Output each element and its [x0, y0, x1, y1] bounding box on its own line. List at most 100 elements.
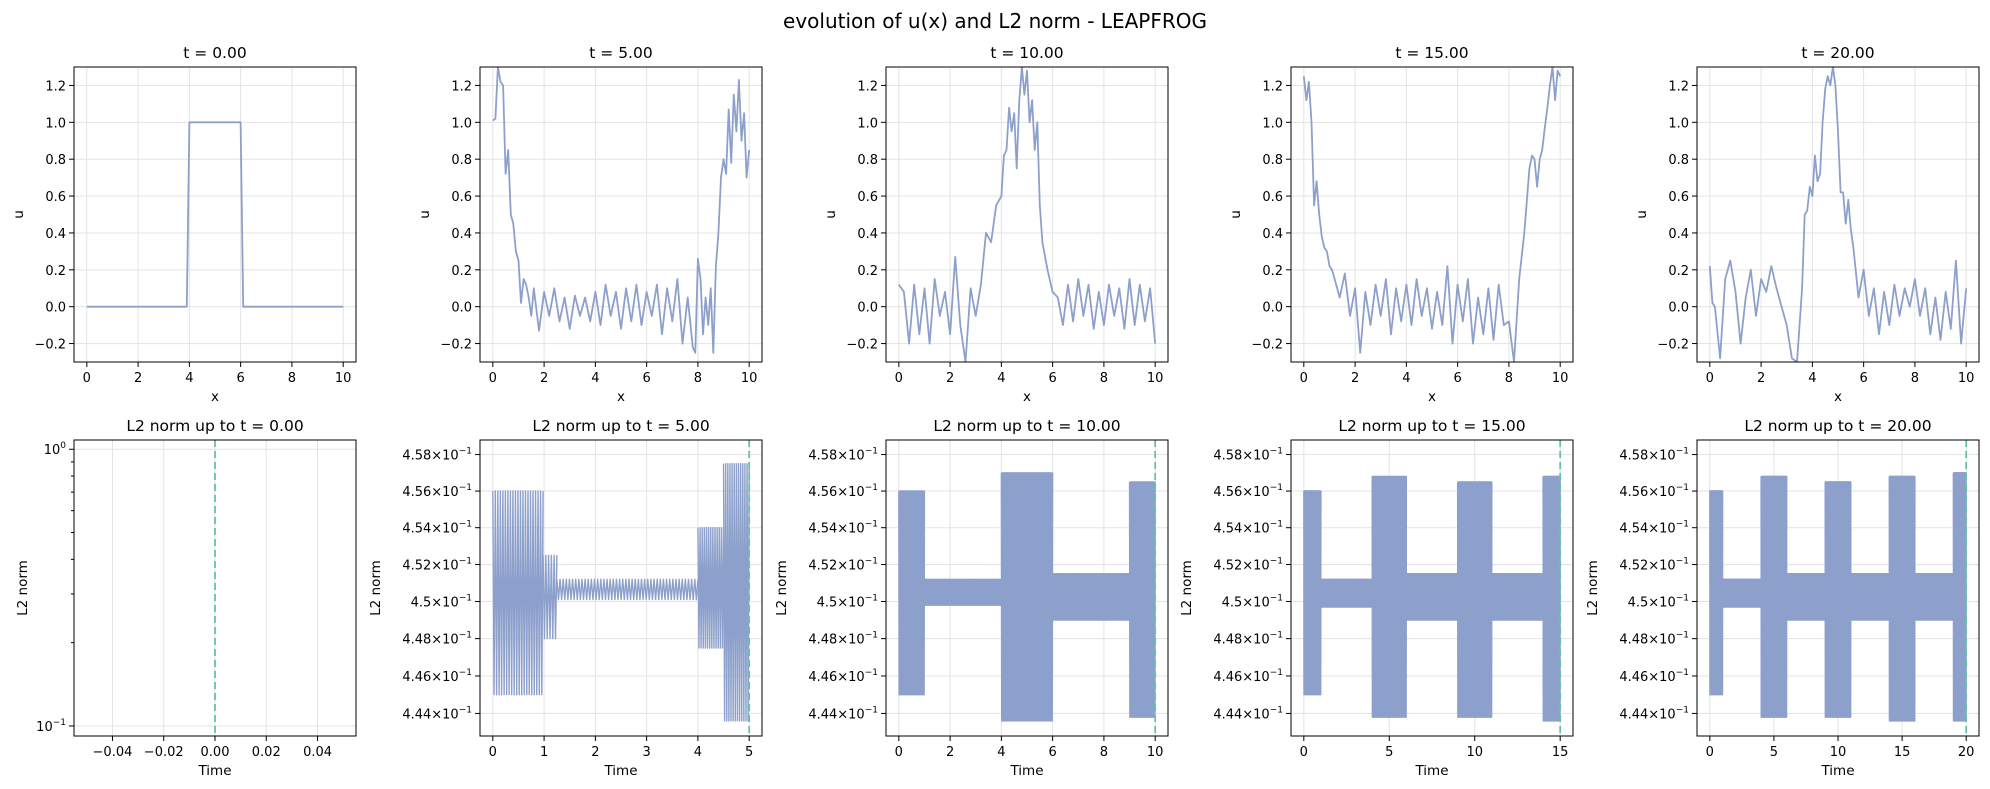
chart-1-ylabel: u — [11, 210, 27, 219]
chart-9-title: L2 norm up to t = 15.00 — [1338, 417, 1525, 435]
chart-5-frame — [1696, 66, 1980, 363]
chart-9-xlabel: Time — [1414, 763, 1448, 779]
chart-5-title: t = 20.00 — [1801, 44, 1874, 62]
chart-10-ytick-base-3: 4.5×10 — [1628, 595, 1676, 610]
chart-4-data — [1302, 67, 1562, 362]
chart-5-ytick-label-2: 0.2 — [1668, 264, 1689, 279]
chart-6-ylabel: L2 norm — [15, 560, 31, 616]
chart-10-l2-segment-3 — [1786, 573, 1826, 621]
chart-8-ytick-label-1: 4.46×10−1 — [808, 668, 878, 685]
chart-10-xtick-label-2: 10 — [1830, 745, 1847, 760]
chart-10-ytick-base-4: 4.52×10 — [1619, 559, 1675, 574]
chart-9-ytick-base-2: 4.48×10 — [1213, 633, 1269, 648]
chart-8-xtick-label-2: 4 — [997, 745, 1005, 760]
chart-3-data — [898, 67, 1157, 362]
chart-3-ytick-label-1: 0.0 — [857, 301, 878, 316]
chart-8-xtick-label-3: 6 — [1048, 745, 1056, 760]
chart-10-ytick-base-2: 4.48×10 — [1619, 633, 1675, 648]
chart-7-ytick-label-7: 4.58×10−1 — [402, 447, 472, 464]
chart-4-axes: 0 2 4 6 8 10 −0.2 0.0 0.2 0.4 0.6 0.8 1.0 1.2 t = 15.0… — [1228, 44, 1574, 405]
chart-8-ytick-base-7: 4.58×10 — [808, 449, 864, 464]
chart-3-xtick-label-0: 0 — [895, 371, 903, 386]
chart-7-ytick-exp-1: −1 — [459, 668, 472, 678]
chart-8-ytick-exp-0: −1 — [865, 705, 878, 715]
chart-7-xtick-label-1: 1 — [540, 745, 548, 760]
chart-9-l2-segment-5 — [1491, 573, 1544, 621]
chart-2-title: t = 5.00 — [589, 44, 652, 62]
chart-1-ytick-label-6: 1.0 — [45, 116, 66, 131]
chart-10-l2-segment-1 — [1721, 578, 1762, 608]
chart-3-xtick-label-3: 6 — [1048, 371, 1056, 386]
chart-9-ytick-base-5: 4.54×10 — [1213, 522, 1269, 537]
chart-10-l2-segment-0 — [1709, 490, 1724, 696]
chart-5-ytick-label-7: 1.2 — [1668, 79, 1689, 94]
chart-5-xtick-label-2: 4 — [1808, 371, 1816, 386]
chart-1-title: t = 0.00 — [183, 44, 246, 62]
chart-8-xtick-label-1: 2 — [946, 745, 954, 760]
chart-10-ytick-exp-4: −1 — [1676, 557, 1689, 567]
chart-7-ytick-base-6: 4.56×10 — [402, 485, 458, 500]
chart-7-ytick-exp-2: −1 — [459, 631, 472, 641]
chart-5-ytick-label-6: 1.0 — [1668, 116, 1689, 131]
chart-7-ytick-exp-0: −1 — [459, 705, 472, 715]
chart-9-ytick-label-1: 4.46×10−1 — [1213, 668, 1283, 685]
chart-8-l2-segment-4 — [1128, 481, 1156, 718]
chart-7-l2-segment-4 — [722, 463, 750, 722]
chart-8-xlabel: Time — [1009, 763, 1043, 779]
chart-2-xtick-label-4: 8 — [694, 371, 702, 386]
chart-9-axes: 0 5 10 154.44×10−14.46×10−14.48×10−14.5×10−… — [1179, 417, 1574, 779]
chart-9-l2-segment-0 — [1303, 490, 1322, 696]
chart-6-xlabel: Time — [197, 763, 231, 779]
chart-8-l2-segment-3 — [1051, 573, 1131, 621]
chart-3-title: t = 10.00 — [990, 44, 1063, 62]
chart-2-ytick-label-0: −0.2 — [440, 338, 472, 353]
chart-1-xtick-label-5: 10 — [335, 371, 352, 386]
chart-10-ytick-exp-5: −1 — [1676, 520, 1689, 530]
chart-10-ytick-base-1: 4.46×10 — [1619, 670, 1675, 685]
chart-10-ylabel: L2 norm — [1585, 560, 1601, 616]
chart-10-ytick-exp-6: −1 — [1676, 483, 1689, 493]
chart-7-l2-segment-2 — [556, 578, 699, 601]
chart-7-ytick-label-0: 4.44×10−1 — [402, 705, 472, 722]
chart-8-xtick-label-4: 8 — [1100, 745, 1108, 760]
chart-9-ytick-base-7: 4.58×10 — [1213, 449, 1269, 464]
chart-8-ytick-base-3: 4.5×10 — [817, 595, 865, 610]
chart-10-l2-segment-5 — [1850, 573, 1890, 621]
chart-7-ytick-label-6: 4.56×10−1 — [402, 483, 472, 500]
chart-7-xtick-label-4: 4 — [694, 745, 702, 760]
chart-8-ytick-base-1: 4.46×10 — [808, 670, 864, 685]
chart-9-ytick-base-6: 4.56×10 — [1213, 485, 1269, 500]
chart-3-ytick-label-2: 0.2 — [857, 264, 878, 279]
chart-2-ytick-label-3: 0.4 — [451, 227, 472, 242]
chart-4-frame — [1290, 66, 1574, 363]
chart-10-xtick-label-0: 0 — [1706, 745, 1714, 760]
chart-8-data — [898, 440, 1157, 736]
chart-9-ytick-exp-3: −1 — [1270, 593, 1283, 603]
chart-5-series-line — [1708, 67, 1968, 362]
chart-10-ytick-exp-1: −1 — [1676, 668, 1689, 678]
chart-1-ytick-label-7: 1.2 — [45, 79, 66, 94]
chart-7-ytick-exp-7: −1 — [459, 447, 472, 457]
chart-7-ytick-exp-3: −1 — [459, 593, 472, 603]
chart-10-l2-segment-7 — [1914, 573, 1955, 621]
chart-9-ytick-label-6: 4.56×10−1 — [1213, 483, 1283, 500]
chart-10-ytick-exp-3: −1 — [1676, 593, 1689, 603]
chart-10-ytick-label-3: 4.5×10−1 — [1628, 593, 1689, 610]
chart-5-ytick-label-3: 0.4 — [1668, 227, 1689, 242]
chart-8-l2-segment-1 — [923, 578, 1003, 606]
chart-7-xtick-label-0: 0 — [489, 745, 497, 760]
chart-10-ytick-label-6: 4.56×10−1 — [1619, 483, 1689, 500]
chart-7-ytick-label-1: 4.46×10−1 — [402, 668, 472, 685]
chart-3-ylabel: u — [823, 210, 839, 219]
chart-5-xtick-label-1: 2 — [1757, 371, 1765, 386]
chart-8-ytick-base-5: 4.54×10 — [808, 522, 864, 537]
chart-6-ytick-exp-1: 0 — [60, 441, 66, 451]
chart-10-ytick-label-0: 4.44×10−1 — [1619, 705, 1689, 722]
chart-4-ytick-label-0: −0.2 — [1251, 338, 1283, 353]
chart-7-ytick-base-7: 4.58×10 — [402, 449, 458, 464]
chart-2-xtick-label-0: 0 — [489, 371, 497, 386]
chart-5-xtick-label-3: 6 — [1859, 371, 1867, 386]
chart-6-ytick-base-0: 10 — [36, 720, 53, 735]
chart-10-ytick-label-7: 4.58×10−1 — [1619, 447, 1689, 464]
chart-10-ytick-exp-2: −1 — [1676, 631, 1689, 641]
